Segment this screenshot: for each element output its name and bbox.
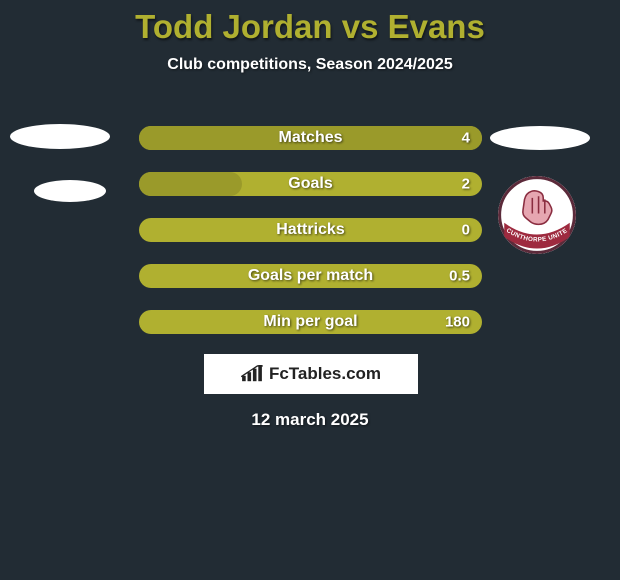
right-ellipse-1: [490, 126, 590, 150]
bar-row-hattricks: Hattricks 0: [139, 218, 482, 242]
brand-box[interactable]: FcTables.com: [204, 354, 418, 394]
bar-outer: [139, 218, 482, 242]
bar-row-goals-per-match: Goals per match 0.5: [139, 264, 482, 288]
subtitle: Club competitions, Season 2024/2025: [0, 56, 620, 74]
brand-text: FcTables.com: [269, 364, 381, 384]
bar-row-matches: Matches 4: [139, 126, 482, 150]
bar-outer: [139, 264, 482, 288]
team-crest-inner: SCUNTHORPE UNITED: [498, 176, 576, 254]
left-ellipse-2: [34, 180, 106, 202]
footer-date: 12 march 2025: [0, 410, 620, 430]
stats-bars: Matches 4 Goals 2 Hattricks 0 Goals per …: [139, 126, 482, 356]
bar-inner: [139, 172, 242, 196]
bar-chart-icon: [241, 365, 263, 383]
bar-row-min-per-goal: Min per goal 180: [139, 310, 482, 334]
bar-outer: [139, 310, 482, 334]
bar-inner: [139, 126, 482, 150]
bar-row-goals: Goals 2: [139, 172, 482, 196]
team-crest: SCUNTHORPE UNITED: [498, 176, 576, 254]
left-ellipse-1: [10, 124, 110, 149]
crest-graphic: SCUNTHORPE UNITED: [498, 176, 576, 254]
page-title: Todd Jordan vs Evans: [0, 0, 620, 46]
